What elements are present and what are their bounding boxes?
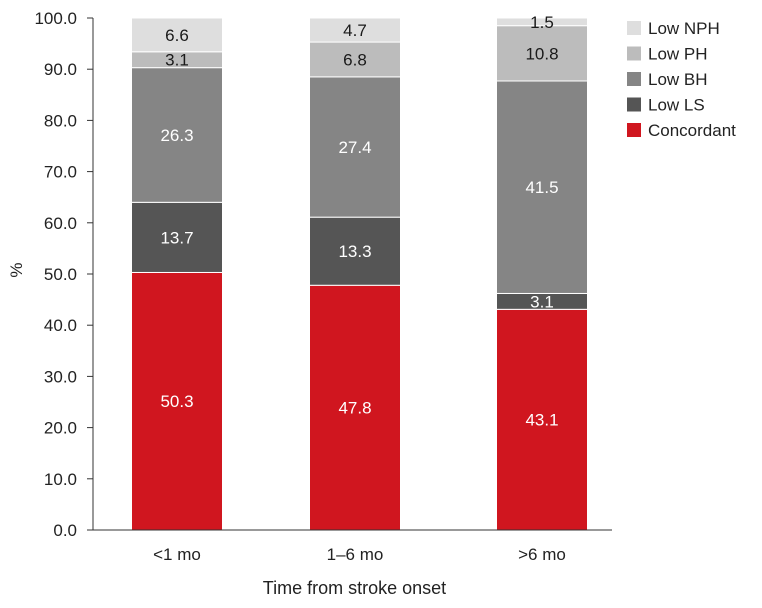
data-label: 27.4 [338,138,371,157]
bar-segment [496,80,588,294]
data-label: 13.7 [160,228,193,247]
x-tick-label: >6 mo [518,545,566,564]
data-label: 6.6 [165,26,189,45]
legend-label: Concordant [648,121,736,140]
x-tick-label: <1 mo [153,545,201,564]
bar-segment [131,17,223,53]
y-tick-label: 30.0 [44,367,77,386]
legend: Low NPH Low PH Low BH Low LS Concordant [627,19,736,140]
data-label: 6.8 [343,50,367,69]
bar-segment [309,76,401,218]
legend-swatch [627,97,641,112]
legend-label: Low PH [648,45,708,64]
y-tick-label: 60.0 [44,214,77,233]
data-label: 3.1 [165,51,189,70]
y-tick-label: 0.0 [53,521,77,540]
bar-segment [131,271,223,531]
bar-segment [496,25,588,82]
bar-segment [309,41,401,78]
axes: 0.0 10.0 20.0 30.0 40.0 50.0 60.0 70.0 80.0 90.0 1… [7,9,612,598]
data-label: 3.1 [530,292,554,311]
y-tick-label: 50.0 [44,265,77,284]
y-tick-label: 40.0 [44,316,77,335]
data-label: 1.5 [530,13,554,32]
y-tick-label: 10.0 [44,470,77,489]
bar-segment [496,17,588,27]
data-label: 13.3 [338,242,371,261]
y-tick-label: 90.0 [44,60,77,79]
legend-swatch [627,46,641,61]
y-tick-label: 100.0 [34,9,77,28]
data-label: 4.7 [343,21,367,40]
plot-area: 50.3 13.7 26.3 3.1 6.6 47.8 13.3 27.4 6.8 4.7 43.1… [131,13,588,531]
x-axis-label: Time from stroke onset [263,578,446,598]
legend-label: Low BH [648,70,708,89]
y-tick-label: 70.0 [44,163,77,182]
data-label: 43.1 [525,411,558,430]
data-label: 41.5 [525,178,558,197]
y-tick-label: 20.0 [44,419,77,438]
y-axis-label: % [7,262,26,277]
x-tick-label: 1–6 mo [327,545,384,564]
data-label: 47.8 [338,399,371,418]
bar-segment [309,17,401,43]
bar-segment [496,308,588,531]
y-axis-ticks: 0.0 10.0 20.0 30.0 40.0 50.0 60.0 70.0 80.0 90.0 1… [34,9,93,540]
bar-segment [309,216,401,286]
y-tick-label: 80.0 [44,111,77,130]
legend-swatch [627,72,641,86]
legend-swatch [627,123,641,137]
legend-label: Low LS [648,96,705,115]
legend-swatch [627,21,641,35]
x-axis-ticks: <1 mo 1–6 mo >6 mo [153,545,566,564]
data-label: 10.8 [525,44,558,63]
data-label: 26.3 [160,126,193,145]
legend-label: Low NPH [648,19,720,38]
data-label: 50.3 [160,392,193,411]
bar-segment [131,201,223,273]
